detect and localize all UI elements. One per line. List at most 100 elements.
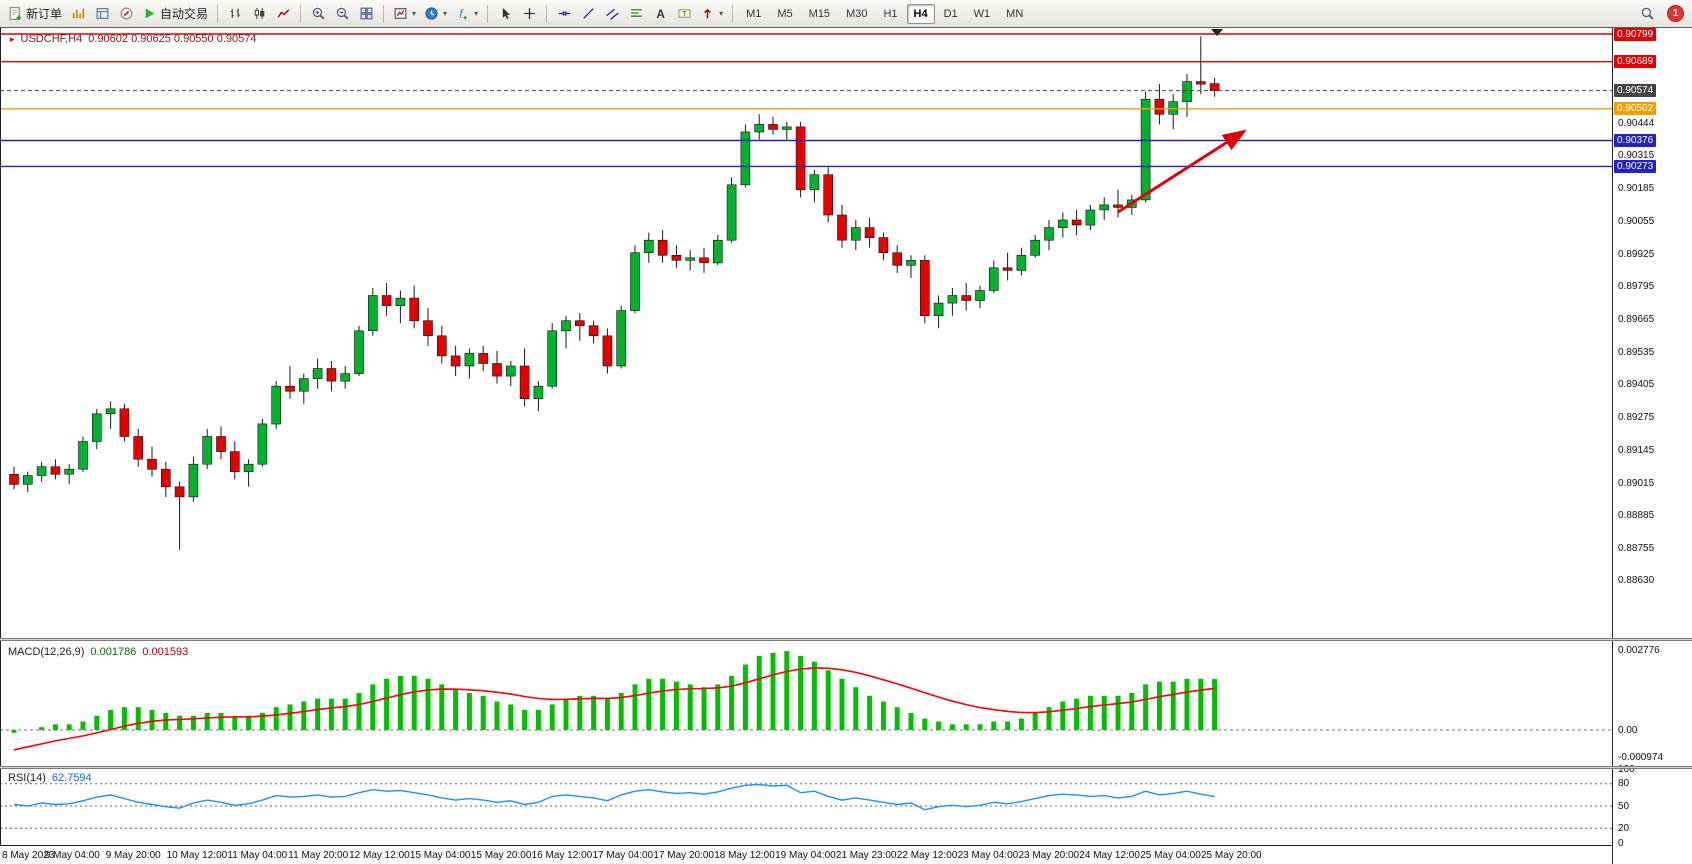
text-label-button[interactable]: T [672,3,696,25]
trendline-icon [581,6,596,21]
timeframe-w1-button[interactable]: W1 [973,7,991,20]
panel-splitter[interactable] [0,638,1692,641]
toolbar-separator [487,4,489,23]
new-chart-icon [393,6,408,21]
chart-shift-marker[interactable] [1211,29,1223,36]
time-label: 17 May 04:00 [592,850,654,861]
new-chart-button[interactable]: ▾ [389,3,420,25]
equidistant-channel-icon [605,6,620,21]
tile-windows-icon [359,6,374,21]
text-label-icon: T [677,6,692,21]
auto-trading-button[interactable]: 自动交易 [138,3,212,25]
candle [657,230,668,263]
time-label: 21 May 23:00 [835,850,897,861]
candle [64,464,74,485]
toolbar-separator [300,4,302,23]
macd-panel[interactable] [0,641,1612,766]
candle [202,428,212,470]
timeframe-mn-button[interactable]: MN [1006,7,1024,20]
time-label: 9 May 04:00 [44,850,100,861]
trend-arrow[interactable] [1117,129,1247,214]
fibonacci-button[interactable] [624,3,648,25]
svg-text:A: A [656,8,665,21]
bar-chart-button[interactable] [223,3,247,25]
candle [795,121,806,198]
price-label: 0.89145 [1618,444,1655,456]
tile-windows-button[interactable] [354,3,378,25]
text-button[interactable]: A [648,3,672,25]
profiles-button[interactable]: ▾ [420,3,451,25]
timeframe-m5-button[interactable]: M5 [777,7,793,20]
text-icon: A [653,6,668,21]
timeframe-m15-button[interactable]: M15 [808,7,831,20]
navigator-button[interactable] [114,3,138,25]
cursor-icon [498,6,513,21]
chart-title: ▸ USDCHF,H4 0.90602 0.90625 0.90550 0.90… [10,33,256,45]
price-label: 0.89275 [1618,412,1655,424]
dropdown-caret-icon: ▾ [719,9,724,18]
candle [1168,94,1178,130]
chart-left-border [0,28,1,845]
candle [478,345,489,372]
price-label-box: 0.90376 [1614,134,1657,147]
candle [9,466,19,490]
price-label: 0.88885 [1618,510,1655,522]
candle [271,381,282,429]
horizontal-line-button[interactable] [552,3,576,25]
equidistant-channel-button[interactable] [600,3,624,25]
timeframe-h4-button[interactable]: H4 [906,3,935,24]
search-button[interactable] [1635,3,1659,25]
indicators-icon: f [455,6,470,21]
indicators-button[interactable]: f ▾ [451,3,482,25]
market-watch-button[interactable] [66,3,90,25]
horizontal-line-icon [557,6,572,21]
candle [326,361,337,392]
arrows-button[interactable]: ▾ [696,3,727,25]
price-label: 20 [1618,822,1630,834]
price-label: 0.002776 [1618,645,1660,657]
time-axis[interactable]: 8 May 2023 9 May 04:00 9 May 20:00 10 May 1… [0,845,1612,864]
price-label-box: 0.90689 [1614,55,1657,69]
candle [1071,210,1082,236]
candle [119,403,130,442]
price-label-box: 0.90502 [1614,102,1657,116]
trendline-button[interactable] [576,3,600,25]
panel-splitter[interactable] [0,766,1692,769]
rsi-indicator-name: RSI(14) [8,772,46,784]
cursor-button[interactable] [493,3,517,25]
crosshair-button[interactable] [517,3,541,25]
timeframe-m1-button[interactable]: M1 [746,7,762,20]
price-label: 100 [1618,763,1635,775]
candle [22,471,33,492]
candle [533,381,544,412]
zoom-out-button[interactable] [330,3,354,25]
rsi-panel[interactable] [0,769,1612,845]
timeframe-h1-button[interactable]: H1 [883,7,898,20]
chart-canvas[interactable] [0,28,1612,638]
candle [1044,220,1054,251]
candle [616,305,627,369]
new-order-button[interactable]: 新订单 [4,3,66,25]
candle [92,408,102,450]
price-axis[interactable]: 0.90444 0.90315 0.90185 0.90055 0.89925 0.897… [1612,27,1692,864]
candle [1085,204,1096,231]
notification-badge[interactable]: 1 [1667,5,1684,22]
data-window-button[interactable] [90,3,114,25]
timeframe-d1-button[interactable]: D1 [943,7,958,20]
zoom-in-button[interactable] [306,3,330,25]
candle [837,204,847,248]
candle [768,116,778,135]
candle [726,177,737,243]
timeframe-m30-button[interactable]: M30 [846,7,868,20]
candle [588,320,599,344]
candle [174,481,185,550]
candle [450,345,461,377]
candle [740,124,751,188]
line-chart-button[interactable] [271,3,295,25]
candle [630,245,640,314]
candlestick-chart-icon [252,6,267,21]
candle [505,361,516,387]
candlestick-chart-button[interactable] [247,3,271,25]
time-label: 10 May 12:00 [166,850,228,861]
candle [133,428,143,467]
